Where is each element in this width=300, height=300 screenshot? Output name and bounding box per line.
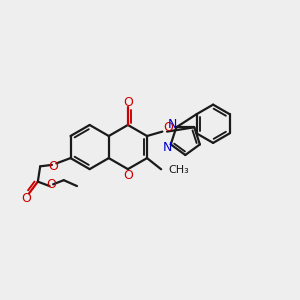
Text: N: N xyxy=(168,118,178,131)
Text: O: O xyxy=(46,178,56,190)
Text: O: O xyxy=(48,160,58,173)
Text: N: N xyxy=(163,142,172,154)
Text: O: O xyxy=(123,169,133,182)
Text: O: O xyxy=(22,192,32,205)
Text: CH₃: CH₃ xyxy=(169,165,189,175)
Text: O: O xyxy=(163,121,173,134)
Text: O: O xyxy=(123,96,133,109)
